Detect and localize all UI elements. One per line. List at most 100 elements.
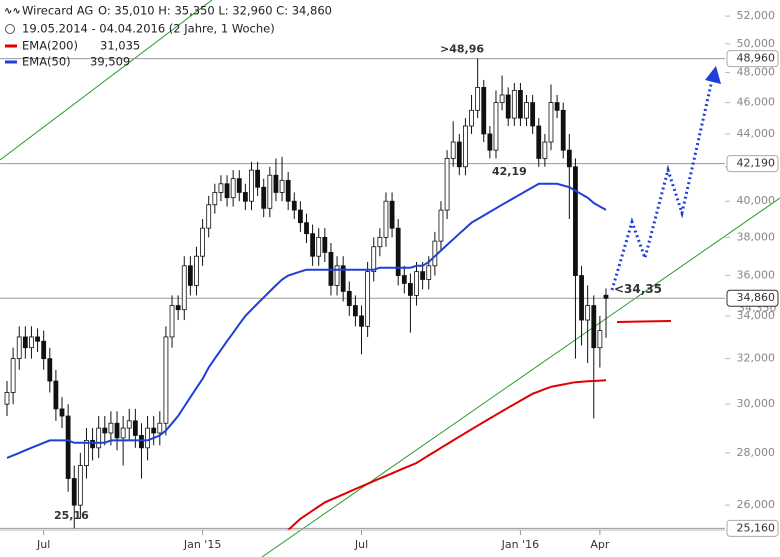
- annotation: 42,19: [492, 165, 527, 178]
- candle-body: [389, 200, 395, 229]
- candle-body: [438, 209, 444, 242]
- candle-body: [206, 204, 212, 229]
- candle-body: [304, 222, 309, 235]
- candle-body: [163, 336, 169, 424]
- candle-body: [291, 200, 297, 211]
- annotation: <34,35: [614, 282, 662, 296]
- y-tick-label: 44,000: [737, 127, 776, 140]
- candle-body: [585, 305, 591, 321]
- candle-body: [157, 422, 163, 434]
- legend-value: 31,035: [100, 39, 140, 53]
- candle-body: [71, 478, 77, 506]
- legend-label: EMA(200): [22, 39, 78, 53]
- candle-body: [346, 290, 352, 306]
- candle-body: [96, 427, 102, 449]
- candle-body: [145, 427, 150, 449]
- candle-body: [463, 125, 468, 168]
- candle-body: [511, 90, 517, 119]
- candle-body: [16, 336, 22, 360]
- subtitle: 19.05.2014 - 04.04.2016 (2 Jahre, 1 Woch…: [22, 22, 275, 36]
- candle-body: [493, 102, 499, 151]
- candle-body: [273, 174, 279, 193]
- candle-body: [59, 408, 65, 417]
- y-tick-label: 38,000: [737, 230, 776, 243]
- trend-line: [261, 197, 780, 557]
- candle-body: [285, 179, 291, 202]
- candle-body: [35, 336, 40, 342]
- candle-body: [77, 465, 83, 506]
- y-tick-label: 52,000: [737, 9, 776, 22]
- candle-body: [108, 422, 114, 434]
- candle-body: [212, 192, 218, 206]
- price-box: [726, 519, 779, 537]
- legend-label: EMA(50): [22, 55, 71, 69]
- candle-body: [371, 246, 377, 273]
- logo: ∿∿: [4, 6, 21, 17]
- candle-body: [279, 179, 285, 193]
- candle-body: [261, 186, 267, 209]
- chart-title: Wirecard AG: [22, 4, 93, 18]
- candle-body: [120, 427, 126, 439]
- candle-body: [114, 422, 120, 439]
- candle-body: [444, 158, 450, 211]
- price-box-label: 48,960: [737, 52, 776, 65]
- candle-body: [469, 109, 474, 127]
- price-box: [726, 289, 779, 307]
- candle-body: [359, 315, 364, 327]
- candle-body: [450, 141, 456, 159]
- x-tick-label: Jul: [36, 538, 50, 551]
- candle-body: [352, 305, 358, 317]
- candle-body: [548, 102, 554, 143]
- candle-body: [542, 141, 548, 159]
- candle-body: [597, 330, 603, 349]
- candle-body: [194, 255, 199, 286]
- ema-line: [286, 379, 607, 530]
- candle-body: [518, 90, 523, 119]
- candle-body: [401, 275, 407, 284]
- candle-body: [187, 265, 193, 286]
- x-tick-label: Jan '15: [183, 538, 221, 551]
- candle-body: [487, 133, 493, 151]
- candle-body: [481, 87, 487, 135]
- candle-body: [200, 227, 205, 257]
- candle-body: [218, 183, 224, 193]
- candle-body: [566, 149, 572, 168]
- candle-body: [310, 233, 316, 257]
- candle-body: [4, 392, 10, 405]
- candle-body: [151, 427, 157, 434]
- candle-body: [22, 336, 28, 349]
- candle-body: [560, 109, 566, 151]
- y-tick-label: 50,000: [737, 37, 776, 50]
- candle-body: [139, 435, 144, 449]
- candle-body: [383, 200, 389, 238]
- candle-body: [573, 166, 578, 276]
- candle-body: [10, 358, 16, 393]
- candle-body: [236, 178, 242, 193]
- candle-body: [334, 265, 340, 286]
- candle-body: [377, 236, 383, 248]
- candle-body: [181, 265, 187, 311]
- candle-body: [47, 358, 53, 382]
- candle-body: [53, 380, 59, 410]
- support-mark: [616, 320, 672, 323]
- annotation: >48,96: [440, 42, 484, 55]
- x-tick-label: Apr: [590, 538, 610, 551]
- candle-body: [603, 294, 609, 299]
- candle-body: [316, 236, 322, 257]
- price-box: [726, 155, 779, 173]
- candle-body: [169, 305, 175, 338]
- ema-line: [6, 182, 607, 459]
- candle-body: [456, 141, 462, 168]
- candle-body: [365, 271, 371, 327]
- x-tick-label: Jan '16: [501, 538, 539, 551]
- candle-body: [395, 227, 401, 276]
- trend-line: [0, 0, 213, 161]
- candle-body: [414, 271, 419, 296]
- price-box-label: 34,860: [737, 291, 776, 304]
- candle-body: [530, 102, 536, 127]
- forecast-arrow: [705, 66, 721, 84]
- forecast-path: [610, 79, 714, 291]
- candle-body: [322, 236, 328, 253]
- candle-body: [524, 102, 529, 119]
- candle-body: [41, 340, 47, 360]
